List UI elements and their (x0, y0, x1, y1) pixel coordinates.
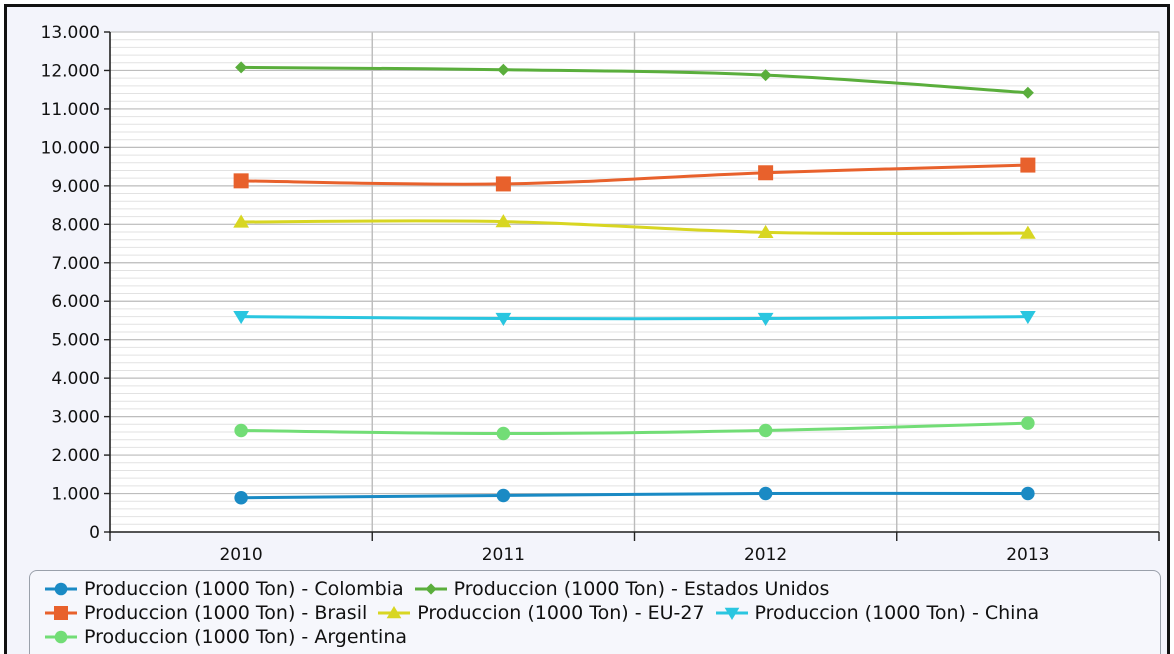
data-point (758, 486, 773, 501)
legend-marker-icon (45, 582, 77, 596)
legend-marker-icon (414, 583, 447, 595)
legend-item[interactable]: Produccion (1000 Ton) - EU-27 (377, 602, 705, 624)
y-tick-label: 6.000 (51, 292, 100, 312)
data-point (1021, 86, 1034, 99)
legend-item[interactable]: Produccion (1000 Ton) - Estados Unidos (414, 578, 830, 600)
data-point (495, 214, 512, 228)
y-tick-label: 9.000 (51, 177, 100, 197)
x-tick-label: 2012 (744, 545, 787, 565)
line-chart: 0 1.000 2.000 3.000 4.000 5.000 6.000 7.000 8.00… (41, 23, 1160, 565)
data-point (234, 423, 248, 438)
legend-label: Produccion (1000 Ton) - China (754, 602, 1040, 624)
series-line (241, 421, 1028, 436)
legend-item[interactable]: Produccion (1000 Ton) - Brasil (44, 602, 367, 624)
legend-marker-icon (45, 630, 77, 644)
y-tick-label: 13.000 (41, 23, 100, 43)
x-tick-label: 2013 (1006, 545, 1049, 565)
data-point (495, 312, 512, 327)
y-tick-label: 0 (89, 523, 100, 543)
legend-marker-icon (45, 606, 77, 620)
data-point (233, 173, 249, 189)
series-5 (234, 416, 1035, 441)
legend-symbol (54, 630, 68, 644)
y-tick-label: 8.000 (51, 215, 100, 235)
y-tick-label: 1.000 (51, 485, 100, 505)
y-tick-label: 2.000 (51, 446, 100, 466)
series-line (241, 315, 1028, 321)
legend-row: Produccion (1000 Ton) - Brasil Produccion… (44, 601, 1049, 625)
legend-symbol (425, 583, 437, 595)
y-tick-label: 4.000 (51, 369, 100, 389)
x-tick-label: 2011 (482, 545, 525, 565)
data-point (758, 165, 774, 181)
series-4 (233, 310, 1036, 327)
data-point (757, 312, 774, 327)
data-point (1021, 416, 1035, 430)
y-tick-label: 10.000 (41, 138, 100, 158)
legend-symbol (724, 607, 739, 620)
data-point (497, 63, 510, 76)
legend-item[interactable]: Produccion (1000 Ton) - Colombia (44, 578, 404, 600)
legend-label: Produccion (1000 Ton) - Estados Unidos (453, 578, 830, 600)
data-point (1021, 486, 1035, 501)
legend-item[interactable]: Produccion (1000 Ton) - China (715, 602, 1040, 624)
data-point (758, 423, 773, 438)
legend-label: Produccion (1000 Ton) - Brasil (84, 602, 368, 624)
legend-symbol (54, 606, 68, 620)
x-tick-label: 2010 (219, 545, 262, 565)
series-line (241, 163, 1028, 186)
y-tick-label: 5.000 (51, 331, 100, 351)
data-point (1020, 310, 1036, 325)
series-line (241, 219, 1028, 236)
y-tick-label: 11.000 (41, 100, 100, 120)
chart-frame: 0 1.000 2.000 3.000 4.000 5.000 6.000 7.000 8.00… (4, 4, 1170, 654)
data-point (233, 214, 249, 228)
series-line (241, 65, 1028, 95)
legend: Produccion (1000 Ton) - Colombia Producci… (29, 570, 1161, 654)
y-tick-label: 7.000 (51, 254, 100, 274)
legend-row: Produccion (1000 Ton) - Colombia Producci… (44, 577, 839, 601)
series-2 (233, 157, 1036, 192)
data-point (496, 426, 511, 441)
data-point (757, 224, 774, 239)
legend-symbol (386, 606, 402, 619)
legend-marker-icon (378, 606, 411, 619)
data-point (759, 69, 772, 82)
data-point (496, 488, 511, 503)
series-line (241, 491, 1028, 500)
legend-label: Produccion (1000 Ton) - Argentina (84, 626, 407, 648)
data-point (234, 491, 248, 505)
legend-symbol (54, 582, 68, 596)
legend-item[interactable]: Produccion (1000 Ton) - Argentina (44, 626, 407, 648)
data-point (233, 310, 249, 325)
data-point (1020, 157, 1036, 173)
legend-row: Produccion (1000 Ton) - Argentina (44, 625, 417, 649)
data-point (495, 176, 511, 192)
legend-marker-icon (715, 607, 748, 620)
data-point (1020, 225, 1036, 239)
legend-label: Produccion (1000 Ton) - Colombia (84, 578, 404, 600)
series-3 (233, 214, 1036, 239)
y-tick-label: 3.000 (51, 408, 100, 428)
y-tick-label: 12.000 (41, 61, 100, 81)
legend-label: Produccion (1000 Ton) - EU-27 (417, 602, 705, 624)
series-0 (234, 486, 1035, 505)
